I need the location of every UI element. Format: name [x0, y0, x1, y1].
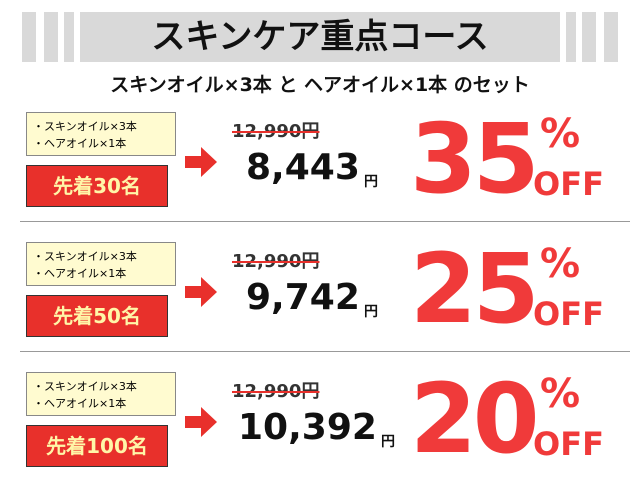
price-unit: 円 — [381, 434, 395, 450]
percent-sign: % — [540, 111, 581, 157]
item-list: ・スキンオイル×3本 ・ヘアオイル×1本 — [26, 112, 176, 156]
arrow-shape — [185, 277, 217, 307]
off-label: OFF — [533, 425, 604, 463]
arrow — [185, 277, 217, 307]
limit-badge: 先着100名 — [26, 425, 168, 467]
percent-sign: % — [540, 241, 581, 287]
off-label: OFF — [533, 295, 604, 333]
limit-badge: 先着30名 — [26, 165, 168, 207]
percent-sign: % — [540, 371, 581, 417]
sale-price: 8,443 — [246, 147, 360, 188]
item: ・スキンオイル×3本 — [33, 250, 137, 263]
original-price: 12,990円 — [232, 381, 320, 402]
stripe — [22, 12, 36, 62]
price-unit: 円 — [364, 304, 378, 320]
title: スキンケア重点コース — [80, 12, 560, 62]
item: ・ヘアオイル×1本 — [33, 137, 127, 150]
stripe — [604, 12, 618, 62]
subtitle: スキンオイル×3本 と ヘアオイル×1本 のセット — [110, 74, 530, 96]
arrow — [185, 407, 217, 437]
discount-rate: 35 — [410, 103, 540, 215]
stripe — [44, 12, 58, 62]
stripe — [566, 12, 576, 62]
item: ・スキンオイル×3本 — [33, 120, 137, 133]
off-label: OFF — [533, 165, 604, 203]
stripe — [582, 12, 596, 62]
original-price: 12,990円 — [232, 121, 320, 142]
separator — [20, 221, 630, 222]
arrow-shape — [185, 147, 217, 177]
item: ・スキンオイル×3本 — [33, 380, 137, 393]
price-unit: 円 — [364, 174, 378, 190]
item-list: ・スキンオイル×3本 ・ヘアオイル×1本 — [26, 242, 176, 286]
limit-badge: 先着50名 — [26, 295, 168, 337]
sale-price: 10,392 — [238, 407, 377, 448]
arrow-shape — [185, 407, 217, 437]
sale-price: 9,742 — [246, 277, 360, 318]
item: ・ヘアオイル×1本 — [33, 267, 127, 280]
item: ・ヘアオイル×1本 — [33, 397, 127, 410]
separator — [20, 351, 630, 352]
discount-rate: 20 — [410, 363, 540, 475]
item-list: ・スキンオイル×3本 ・ヘアオイル×1本 — [26, 372, 176, 416]
original-price: 12,990円 — [232, 251, 320, 272]
stripe — [64, 12, 74, 62]
arrow — [185, 147, 217, 177]
discount-rate: 25 — [410, 233, 540, 345]
